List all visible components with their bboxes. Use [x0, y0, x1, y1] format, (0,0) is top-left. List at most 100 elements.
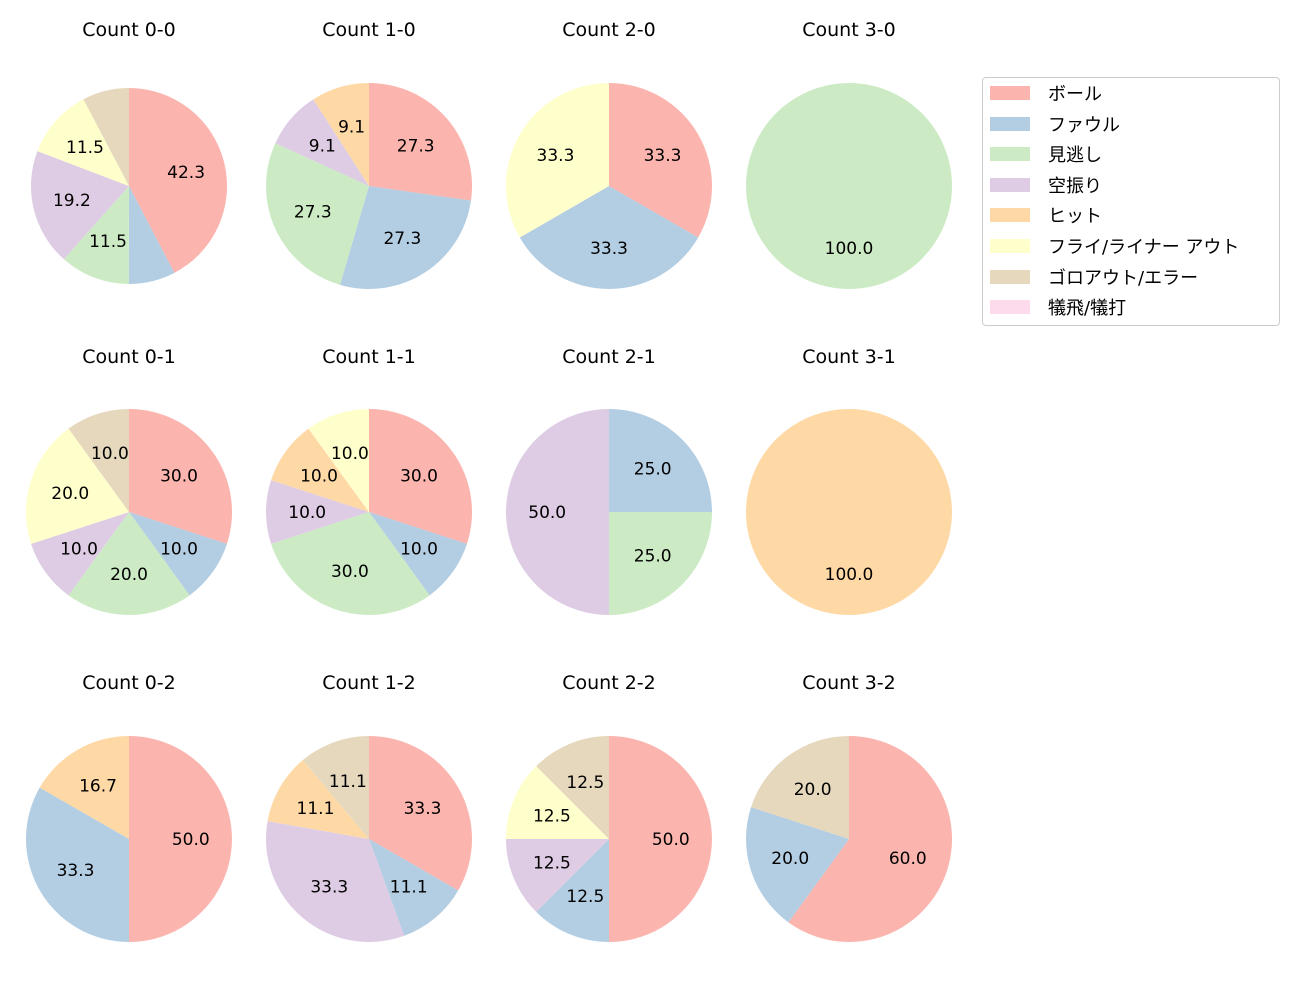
pie-chart: Count 1-2 33.3 11.1 33.3 11.1 11.1	[265, 672, 472, 942]
pie-slice-5	[308, 409, 369, 512]
pie-chart: Count 0-0 42.3 11.5 19.2 11.5	[30, 19, 227, 284]
slice-label: 33.3	[57, 861, 95, 881]
legend-item: ヒット	[990, 205, 1102, 228]
pie-chart: Count 0-2 50.0 33.3 16.7	[26, 672, 232, 942]
pie-title: Count 1-2	[322, 672, 416, 694]
slice-label: 100.0	[825, 239, 874, 259]
legend-swatch	[990, 116, 1030, 131]
pie-slice-2	[265, 143, 369, 285]
slice-label: 11.1	[390, 877, 428, 897]
pie-title: Count 3-1	[802, 346, 896, 368]
slice-label: 11.5	[66, 138, 104, 158]
legend-label: ヒット	[1048, 206, 1102, 228]
pie-slice-6	[536, 736, 609, 839]
slice-label: 30.0	[400, 467, 438, 487]
pie-slice-2	[68, 512, 190, 615]
slice-label: 25.0	[634, 459, 672, 479]
legend-label: ボール	[1048, 84, 1102, 105]
pie-slice-4	[746, 409, 952, 615]
pie-chart: Count 3-2 60.0 20.0 20.0	[746, 672, 952, 942]
pie-chart: Count 3-1 100.0	[746, 346, 952, 615]
slice-label: 20.0	[110, 565, 148, 585]
slice-label: 33.3	[590, 239, 628, 259]
legend-swatch	[990, 86, 1030, 100]
pie-title: Count 0-1	[82, 346, 176, 368]
legend-item: ボール	[990, 83, 1102, 105]
legend-item: フライ/ライナー アウト	[990, 236, 1240, 258]
pie-slice-0	[369, 83, 472, 201]
pie-slice-6	[68, 409, 129, 512]
legend-label: 空振り	[1048, 175, 1102, 197]
slice-label: 12.5	[566, 887, 604, 907]
slice-label: 20.0	[794, 780, 832, 800]
slice-label: 19.2	[53, 191, 91, 211]
pie-slice-0	[609, 736, 712, 942]
slice-label: 11.1	[297, 799, 335, 819]
slice-label: 20.0	[51, 484, 89, 504]
slice-label: 10.0	[288, 503, 326, 523]
pie-chart: Count 2-2 50.0 12.5 12.5 12.5 12.5	[506, 672, 712, 942]
pie-slice-3	[30, 151, 129, 260]
pie-slice-1	[369, 512, 467, 596]
pie-slice-0	[788, 736, 952, 942]
pie-slice-4	[313, 83, 369, 186]
pie-slice-1	[519, 186, 699, 289]
pie-slice-6	[302, 736, 369, 839]
legend-swatch	[990, 208, 1030, 223]
pie-slice-0	[609, 83, 712, 238]
legend-item: ファウル	[990, 114, 1120, 136]
legend-item: 見逃し	[990, 144, 1102, 167]
pie-slice-3	[266, 480, 369, 544]
pie-slice-4	[39, 736, 129, 839]
pie-slice-0	[129, 409, 232, 544]
pie-slice-2	[609, 512, 712, 615]
pie-slice-3	[265, 821, 405, 942]
slice-label: 30.0	[331, 562, 369, 582]
legend-item: 犠飛/犠打	[990, 297, 1126, 319]
slice-label: 27.3	[397, 137, 435, 157]
slice-label: 20.0	[771, 849, 809, 869]
pie-slice-1	[536, 839, 609, 942]
slice-label: 11.5	[89, 232, 127, 252]
pie-slice-4	[267, 760, 369, 839]
pie-slice-3	[506, 409, 609, 615]
slice-label: 60.0	[889, 849, 927, 869]
slice-label: 33.3	[404, 799, 442, 819]
pie-slice-0	[129, 88, 227, 273]
pie-chart: Count 3-0 100.0	[746, 19, 952, 289]
slice-label: 9.1	[338, 118, 365, 138]
pie-title: Count 0-2	[82, 672, 176, 694]
pie-slice-1	[128, 186, 175, 284]
pie-slice-5	[26, 428, 129, 544]
slice-label: 10.0	[400, 539, 438, 559]
legend: ボールファウル見逃し空振りヒットフライ/ライナー アウト ゴロアウト/エラー犠飛/…	[982, 77, 1280, 326]
pie-title: Count 2-1	[562, 346, 656, 368]
pie-slice-3	[275, 99, 369, 186]
pie-slice-4	[271, 428, 369, 512]
slice-label: 10.0	[91, 444, 129, 464]
slice-label: 25.0	[634, 547, 672, 567]
pie-slice-2	[63, 186, 130, 284]
slice-label: 10.0	[300, 467, 338, 487]
pie-slice-1	[746, 807, 849, 923]
pie-slice-0	[369, 736, 472, 891]
slice-label: 33.3	[537, 146, 575, 166]
slice-label: 9.1	[309, 137, 336, 157]
legend-label: フライ/ライナー アウト	[1048, 237, 1240, 258]
pie-chart: Count 1-1 30.0 10.0 30.0 10.0 10.0 10.0	[266, 346, 472, 615]
pie-title: Count 1-1	[322, 346, 416, 368]
pie-slice-6	[83, 88, 129, 186]
pie-slice-2	[271, 512, 430, 615]
pie-slice-0	[129, 736, 232, 942]
legend-label: ゴロアウト/エラー	[1048, 267, 1199, 289]
pie-chart: Count 1-0 27.3 27.3 27.3 9.19.1	[265, 19, 472, 289]
slice-label: 10.0	[60, 539, 98, 559]
slice-label: 10.0	[331, 444, 369, 464]
pie-slice-5	[506, 766, 609, 839]
pie-chart: Count 2-0 33.3 33.3 33.3	[506, 19, 712, 289]
pie-slice-6	[751, 736, 849, 839]
pie-slice-3	[31, 512, 129, 596]
legend-label: 見逃し	[1048, 145, 1102, 167]
pie-slice-1	[129, 512, 227, 596]
